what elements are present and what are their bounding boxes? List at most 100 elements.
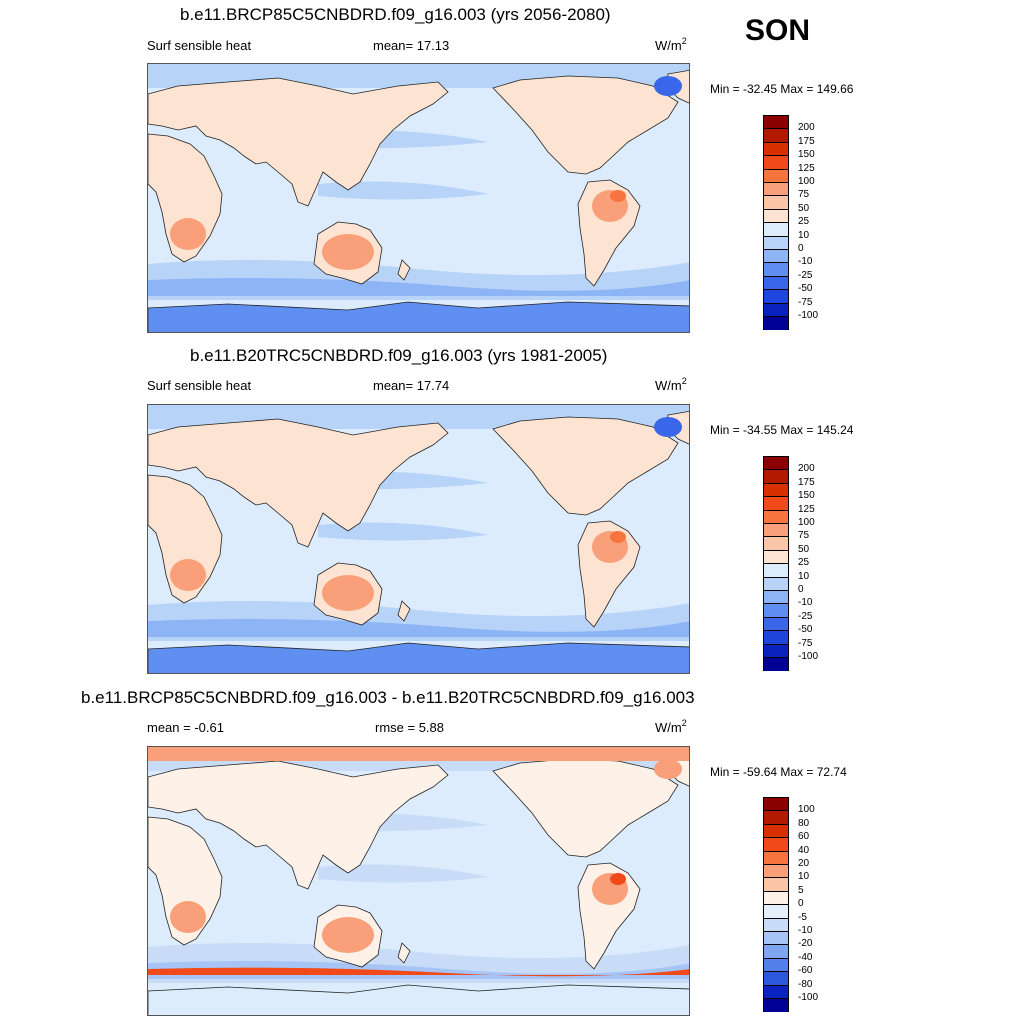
colorbar-box bbox=[764, 999, 788, 1013]
panel-2-mean: mean= 17.74 bbox=[373, 378, 450, 393]
tropical-band bbox=[318, 864, 488, 883]
colorbar-tick-label: 150 bbox=[798, 490, 815, 502]
colorbar-box bbox=[764, 658, 788, 672]
units-exponent: 2 bbox=[681, 718, 687, 728]
colorbar-box bbox=[764, 156, 788, 170]
colorbar-box bbox=[764, 169, 788, 183]
colorbar-tick-label: -20 bbox=[798, 938, 813, 950]
panel-1-map bbox=[147, 63, 690, 333]
southern-ocean-warming-band bbox=[148, 967, 689, 977]
panel-1-title: b.e11.BRCP85C5CNBDRD.f09_g16.003 (yrs 20… bbox=[180, 5, 611, 24]
colorbar-tick-label: 40 bbox=[798, 844, 810, 856]
colorbar-box bbox=[764, 644, 788, 658]
panel-2-colorbar bbox=[763, 456, 789, 672]
arctic-warming-band bbox=[148, 747, 689, 761]
colorbar-box bbox=[764, 838, 788, 852]
nz-landmass bbox=[397, 600, 411, 622]
colorbar-box bbox=[764, 932, 788, 946]
colorbar-box bbox=[764, 798, 788, 812]
colorbar-tick-label: -10 bbox=[798, 256, 813, 268]
colorbar-tick-label: -25 bbox=[798, 610, 813, 622]
northamerica-landmass bbox=[492, 75, 679, 175]
colorbar-box bbox=[764, 905, 788, 919]
colorbar-box bbox=[764, 958, 788, 973]
colorbar-box bbox=[764, 591, 788, 605]
southern-africa-heat bbox=[170, 218, 206, 250]
antarctica-landmass bbox=[148, 301, 689, 332]
colorbar-box bbox=[764, 617, 788, 632]
panel-3-units: W/m2 bbox=[655, 718, 687, 735]
panel-2-title: b.e11.B20TRC5CNBDRD.f09_g16.003 (yrs 198… bbox=[190, 346, 608, 365]
panel-3-map bbox=[147, 746, 690, 1016]
eurasia-landmass bbox=[148, 418, 449, 548]
antarctica-landmass bbox=[148, 642, 689, 673]
greenland-ice bbox=[654, 76, 682, 96]
colorbar-box bbox=[764, 811, 788, 825]
australia-heat bbox=[322, 234, 374, 270]
map-canvas bbox=[148, 747, 689, 1015]
map-canvas bbox=[148, 405, 689, 673]
colorbar-box bbox=[764, 470, 788, 484]
colorbar-tick-label: -10 bbox=[798, 597, 813, 609]
colorbar-box bbox=[764, 250, 788, 264]
colorbar-box bbox=[764, 223, 788, 237]
colorbar-box bbox=[764, 116, 788, 130]
panel-2-map bbox=[147, 404, 690, 674]
colorbar-box bbox=[764, 510, 788, 524]
colorbar-box bbox=[764, 457, 788, 471]
brazil-hotspot bbox=[610, 873, 626, 885]
southern-ocean-band-strong bbox=[148, 619, 689, 637]
colorbar-tick-label: 50 bbox=[798, 202, 810, 214]
panel-1-mean: mean= 17.13 bbox=[373, 38, 450, 53]
colorbar-tick-label: -100 bbox=[798, 992, 819, 1003]
colorbar-box bbox=[764, 129, 788, 143]
panel-3-mean: mean = -0.61 bbox=[147, 720, 224, 735]
panel-2-variable: Surf sensible heat bbox=[147, 378, 252, 393]
colorbar-tick-label: 75 bbox=[798, 530, 810, 542]
panel-2-units: W/m2 bbox=[655, 376, 687, 393]
southern-ocean-band-strong bbox=[148, 278, 689, 296]
colorbar-box bbox=[764, 303, 788, 317]
nz-landmass bbox=[397, 942, 411, 964]
greenland-ice bbox=[654, 417, 682, 437]
colorbar-tick-label: 50 bbox=[798, 543, 810, 555]
colorbar-box bbox=[764, 497, 788, 511]
panel-1-minmax: Min = -32.45 Max = 149.66 bbox=[710, 82, 854, 96]
season-label: SON bbox=[745, 14, 811, 47]
eurasia-landmass bbox=[148, 760, 449, 890]
panel-3-rmse: rmse = 5.88 bbox=[375, 720, 445, 735]
colorbar-box bbox=[764, 604, 788, 618]
colorbar-tick-label: 75 bbox=[798, 189, 810, 201]
southern-africa-heat bbox=[170, 901, 206, 933]
colorbar-box bbox=[764, 550, 788, 565]
colorbar-tick-label: 10 bbox=[798, 871, 810, 883]
panel-3-title: b.e11.BRCP85C5CNBDRD.f09_g16.003 - b.e11… bbox=[81, 688, 695, 707]
units-base: W/m bbox=[655, 38, 682, 53]
units-base: W/m bbox=[655, 720, 682, 735]
colorbar-box bbox=[764, 577, 788, 591]
colorbar-box bbox=[764, 891, 788, 906]
colorbar-tick-label: 5 bbox=[798, 884, 804, 896]
southern-africa-heat bbox=[170, 559, 206, 591]
colorbar-box bbox=[764, 524, 788, 538]
eurasia-landmass bbox=[148, 77, 449, 207]
brazil-hotspot bbox=[610, 190, 626, 202]
colorbar-box bbox=[764, 276, 788, 291]
colorbar-tick-label: -75 bbox=[798, 296, 813, 308]
colorbar-box bbox=[764, 945, 788, 959]
panel-1-colorbar bbox=[763, 115, 789, 331]
colorbar-box bbox=[764, 865, 788, 879]
colorbar-tick-label: -10 bbox=[798, 925, 813, 936]
colorbar-box bbox=[764, 537, 788, 551]
colorbar-box bbox=[764, 483, 788, 498]
australia-heat bbox=[322, 575, 374, 611]
colorbar-tick-label: -80 bbox=[798, 978, 813, 990]
colorbar-tick-label: 60 bbox=[798, 831, 810, 843]
colorbar-tick-label: 200 bbox=[798, 463, 815, 475]
units-exponent: 2 bbox=[681, 376, 687, 386]
colorbar-tick-label: 0 bbox=[798, 584, 804, 595]
colorbar-tick-label: 10 bbox=[798, 570, 810, 582]
colorbar-tick-label: 25 bbox=[798, 216, 810, 228]
colorbar-tick-label: 125 bbox=[798, 162, 815, 174]
colorbar-tick-label: 10 bbox=[798, 229, 810, 241]
